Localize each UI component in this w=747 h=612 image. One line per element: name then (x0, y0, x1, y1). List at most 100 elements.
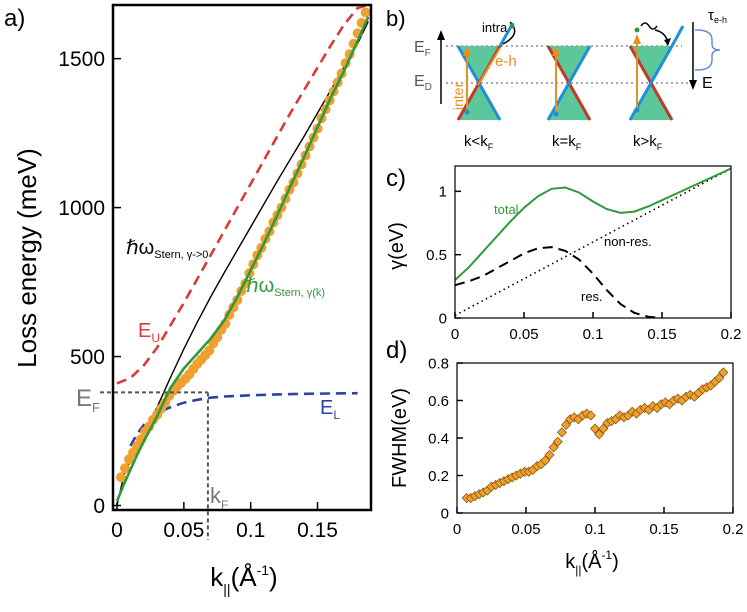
inter-arrowhead (463, 46, 471, 56)
panel-b-ef-label: EF (414, 39, 431, 59)
panel-b-label: b) (386, 6, 406, 31)
cone-3-upper-right-branch (649, 45, 674, 84)
panel-a-label: a) (4, 5, 25, 32)
cone-2-upper-right-branch (567, 45, 592, 84)
panel-d: d) 0 0.05 0.1 0.15 0.2 0 0.2 0.4 0.6 0.8 FWHM(eV)… (386, 337, 743, 577)
experiment-point (116, 472, 127, 483)
cone-3-inter-arrowhead (633, 34, 641, 44)
panel-c-frame (454, 165, 732, 319)
panel-d-xtick-label: 0 (453, 521, 461, 538)
panel-d-xtick-label: 0.15 (649, 521, 678, 538)
panel-a-el-label: EL (320, 397, 340, 422)
fwhm-point (585, 410, 596, 421)
eu-dashed-line (116, 5, 369, 385)
fwhm-point (714, 372, 725, 384)
fwhm-point (594, 429, 605, 440)
total-line (455, 167, 731, 281)
photon-wiggle-icon (640, 22, 658, 30)
cone-3-caption: k>kF (633, 133, 663, 152)
panel-d-series (461, 367, 729, 504)
panel-a-kf-label: kF (210, 483, 228, 512)
panel-d-ytick-label: 0.2 (428, 468, 449, 485)
panel-c-series (455, 167, 731, 318)
panel-d-ytick-label: 0.8 (428, 355, 449, 372)
energy-axis-left-arrowhead (437, 30, 445, 40)
relaxation-arrowhead (664, 38, 671, 46)
cone-3-lower-left-branch (628, 82, 653, 121)
fwhm-point (548, 442, 559, 453)
fwhm-point (598, 423, 609, 434)
legend-res: res. (581, 289, 603, 304)
experiment-point (360, 7, 371, 18)
panel-b-schematic: b) EF ED inter e-h (386, 6, 727, 152)
fwhm-point (552, 436, 563, 447)
panel-d-frame (456, 362, 734, 514)
eh-label: e-h (495, 53, 517, 70)
panel-b-ed-label: ED (414, 73, 432, 93)
el-dashed-line (129, 391, 358, 447)
panel-d-xtick-label: 0.05 (511, 521, 540, 538)
panel-c-xtick-label: 0.05 (509, 326, 538, 343)
panel-a-stern-gamma0-label: ℏωStern, γ->0 (126, 237, 208, 261)
cone-3-upper-right-blue-tip (670, 25, 685, 47)
panel-d-xlabel: k||(Å-1) (565, 548, 619, 577)
panel-a-xtick-label: 0 (111, 519, 123, 542)
non-res-dotted-line (455, 167, 731, 317)
intra-label: intra (482, 20, 508, 35)
panel-a-fermi-guides (100, 391, 209, 540)
fwhm-point (544, 449, 555, 460)
inter-start-dot (464, 109, 470, 115)
panel-c-xtick-label: 0 (451, 326, 459, 343)
res-dashed-line (455, 246, 663, 318)
dirac-cone-2: k=kF (546, 45, 592, 152)
panel-a-xlabel: k||(Å-1) (210, 562, 277, 597)
cone-2-lower-fill (548, 83, 590, 120)
panel-a-ef-label: EF (76, 385, 100, 415)
experiment-point (120, 463, 131, 474)
panel-c-xtick-label: 0.15 (647, 326, 676, 343)
legend-total: total (494, 202, 519, 217)
cone-1-caption: k<kF (464, 133, 494, 152)
dirac-cone-3: k>kF (628, 22, 685, 152)
dirac-cone-1: inter e-h intra k<kF (450, 20, 517, 152)
legend-non-res: non-res. (604, 234, 652, 249)
panel-a-ytick-label: 500 (70, 346, 105, 369)
cone-1-upper-fill (458, 46, 500, 83)
panel-a-ytick-label: 1500 (58, 48, 105, 71)
fwhm-point (540, 455, 551, 466)
panel-a-stern-gammak-label: ℏωStern, γ(k) (246, 275, 325, 299)
panel-c-xtick-label: 0.1 (583, 326, 604, 343)
panel-a-xtick-label: 0.05 (163, 519, 204, 542)
experiment-point (204, 345, 215, 356)
cone-2-upper-left-branch (546, 45, 571, 84)
fwhm-point (718, 367, 729, 378)
cone-3-upper-left-branch (628, 45, 653, 84)
panel-a-plot-area (115, 5, 371, 506)
panel-a-series (115, 5, 371, 506)
cone-3-end-dot (634, 27, 640, 33)
intra-dot (509, 23, 515, 29)
panel-a-ytick-label: 1000 (58, 197, 105, 220)
tau-eh-label: τe-h (708, 7, 727, 25)
panel-a-ytick-label: 0 (93, 495, 105, 518)
cone-1-lower-right-branch (477, 82, 502, 121)
panel-d-label: d) (386, 337, 407, 364)
panel-c-ytick-label: 1 (439, 184, 447, 201)
panel-d-ylabel: FWHM(eV) (389, 388, 411, 488)
panel-a-xtick-label: 0.15 (297, 519, 338, 542)
cone-2-inter-arrowhead (552, 46, 560, 56)
panel-c: c) 0 0.05 0.1 0.15 0.2 0 0.5 1 γ(eV) total non-… (386, 165, 741, 343)
cone-1-lower-left-branch (456, 82, 481, 121)
cone-3-lower-fill (630, 83, 672, 120)
panel-d-ticks: 0 0.05 0.1 0.15 0.2 0 0.2 0.4 0.6 0.8 (428, 355, 743, 538)
panel-c-ytick-label: 0 (439, 310, 447, 327)
panel-d-xtick-label: 0.2 (723, 521, 744, 538)
eh-arrow-line (477, 47, 501, 86)
panel-a-ylabel: Loss energy (meV) (12, 148, 42, 368)
panel-c-ylabel: γ(eV) (386, 222, 408, 270)
cone-3-upper-fill (630, 46, 672, 83)
inter-label: inter (450, 82, 466, 110)
panel-c-label: c) (386, 165, 406, 192)
